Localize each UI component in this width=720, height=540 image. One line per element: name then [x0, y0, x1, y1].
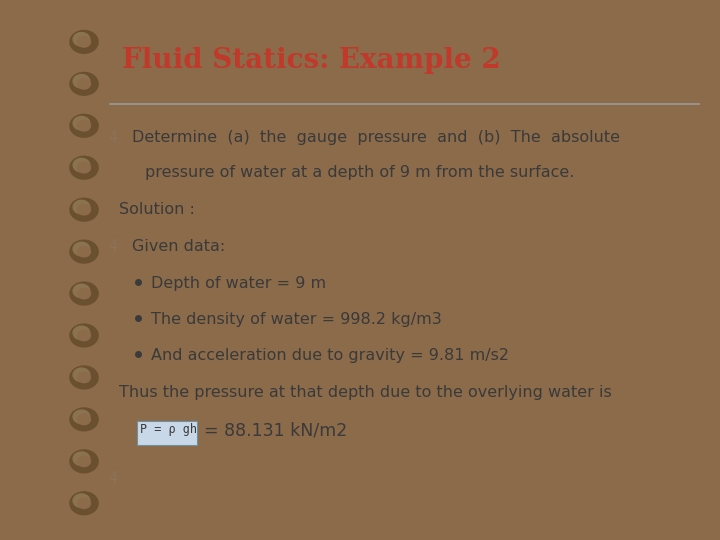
Circle shape: [78, 79, 91, 89]
Text: Thus the pressure at that depth due to the overlying water is: Thus the pressure at that depth due to t…: [120, 384, 612, 400]
Circle shape: [78, 456, 91, 467]
Circle shape: [70, 30, 98, 53]
Circle shape: [73, 200, 90, 214]
Text: Depth of water = 9 m: Depth of water = 9 m: [151, 276, 326, 291]
Text: The density of water = 998.2 kg/m3: The density of water = 998.2 kg/m3: [151, 312, 442, 327]
Circle shape: [73, 158, 90, 172]
Circle shape: [70, 282, 98, 305]
Text: pressure of water at a depth of 9 m from the surface.: pressure of water at a depth of 9 m from…: [145, 165, 575, 180]
Text: 4: 4: [109, 239, 117, 254]
Circle shape: [70, 156, 98, 179]
Circle shape: [73, 284, 90, 298]
Circle shape: [73, 452, 90, 465]
Circle shape: [70, 114, 98, 137]
Circle shape: [73, 368, 90, 382]
Text: And acceleration due to gravity = 9.81 m/s2: And acceleration due to gravity = 9.81 m…: [151, 348, 509, 363]
Circle shape: [73, 326, 90, 340]
Circle shape: [78, 205, 91, 215]
Circle shape: [70, 450, 98, 472]
Text: P = ρ gh: P = ρ gh: [140, 423, 197, 436]
Circle shape: [70, 198, 98, 221]
Circle shape: [78, 498, 91, 509]
Circle shape: [73, 494, 90, 508]
Circle shape: [78, 414, 91, 424]
Circle shape: [78, 288, 91, 299]
Text: = 88.131 kN/m2: = 88.131 kN/m2: [204, 422, 347, 440]
Circle shape: [73, 32, 90, 46]
Circle shape: [70, 492, 98, 515]
Circle shape: [78, 120, 91, 131]
Circle shape: [78, 37, 91, 47]
Circle shape: [70, 72, 98, 95]
Circle shape: [70, 408, 98, 431]
Text: Solution :: Solution :: [120, 202, 195, 217]
Circle shape: [78, 372, 91, 383]
Circle shape: [78, 246, 91, 257]
FancyBboxPatch shape: [138, 421, 197, 445]
Circle shape: [73, 410, 90, 423]
Circle shape: [78, 330, 91, 341]
Circle shape: [70, 324, 98, 347]
Circle shape: [73, 117, 90, 130]
Circle shape: [78, 163, 91, 173]
Text: Determine  (a)  the  gauge  pressure  and  (b)  The  absolute: Determine (a) the gauge pressure and (b)…: [132, 130, 620, 145]
Circle shape: [70, 366, 98, 389]
Text: Fluid Statics: Example 2: Fluid Statics: Example 2: [122, 47, 501, 74]
Text: 4: 4: [109, 471, 117, 486]
Circle shape: [73, 242, 90, 256]
Text: Given data:: Given data:: [132, 239, 225, 254]
Text: 4: 4: [109, 130, 117, 145]
Circle shape: [73, 75, 90, 88]
Circle shape: [70, 240, 98, 263]
